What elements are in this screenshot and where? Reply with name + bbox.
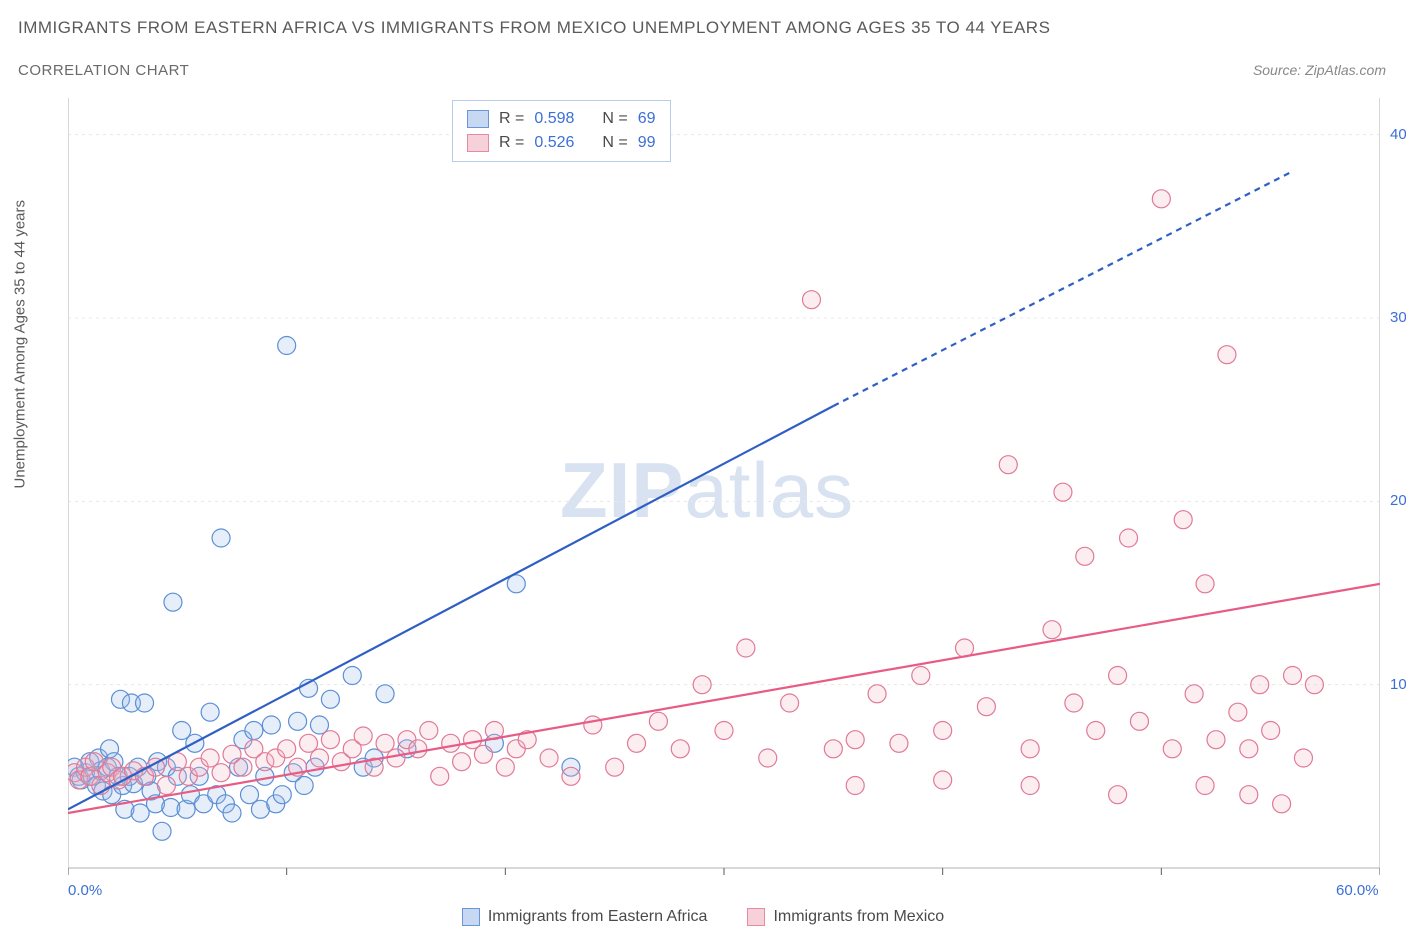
y-tick-label: 20.0% bbox=[1390, 492, 1406, 509]
legend-r-value: 0.526 bbox=[534, 134, 574, 152]
x-tick-label: 0.0% bbox=[68, 882, 102, 899]
chart-subtitle: CORRELATION CHART bbox=[18, 62, 189, 79]
bottom-legend-item: Immigrants from Eastern Africa bbox=[462, 908, 708, 926]
y-tick-label: 30.0% bbox=[1390, 309, 1406, 326]
legend-r-value: 0.598 bbox=[534, 110, 574, 128]
legend-r-label: R = bbox=[499, 134, 524, 152]
legend-swatch bbox=[462, 908, 480, 926]
chart-title: IMMIGRANTS FROM EASTERN AFRICA VS IMMIGR… bbox=[18, 18, 1050, 38]
legend-row: R = 0.598 N = 69 bbox=[467, 107, 656, 131]
x-tick-label: 60.0% bbox=[1336, 882, 1379, 899]
legend-label: Immigrants from Mexico bbox=[773, 908, 944, 926]
bottom-legend-item: Immigrants from Mexico bbox=[747, 908, 944, 926]
legend-swatch bbox=[467, 134, 489, 152]
legend-swatch bbox=[467, 110, 489, 128]
series-legend: Immigrants from Eastern Africa Immigrants… bbox=[0, 908, 1406, 926]
y-tick-label: 10.0% bbox=[1390, 676, 1406, 693]
y-axis-label: Unemployment Among Ages 35 to 44 years bbox=[12, 200, 29, 489]
y-tick-label: 40.0% bbox=[1390, 126, 1406, 143]
legend-r-label: R = bbox=[499, 110, 524, 128]
legend-label: Immigrants from Eastern Africa bbox=[488, 908, 708, 926]
legend-n-label: N = bbox=[602, 134, 627, 152]
correlation-legend-box: R = 0.598 N = 69 R = 0.526 N = 99 bbox=[452, 100, 671, 162]
legend-n-label: N = bbox=[602, 110, 627, 128]
legend-n-value: 69 bbox=[638, 110, 656, 128]
legend-row: R = 0.526 N = 99 bbox=[467, 131, 656, 155]
scatter-chart-svg bbox=[68, 98, 1380, 904]
chart-plot-area bbox=[68, 98, 1380, 872]
source-attribution: Source: ZipAtlas.com bbox=[1253, 62, 1386, 78]
legend-swatch bbox=[747, 908, 765, 926]
legend-n-value: 99 bbox=[638, 134, 656, 152]
